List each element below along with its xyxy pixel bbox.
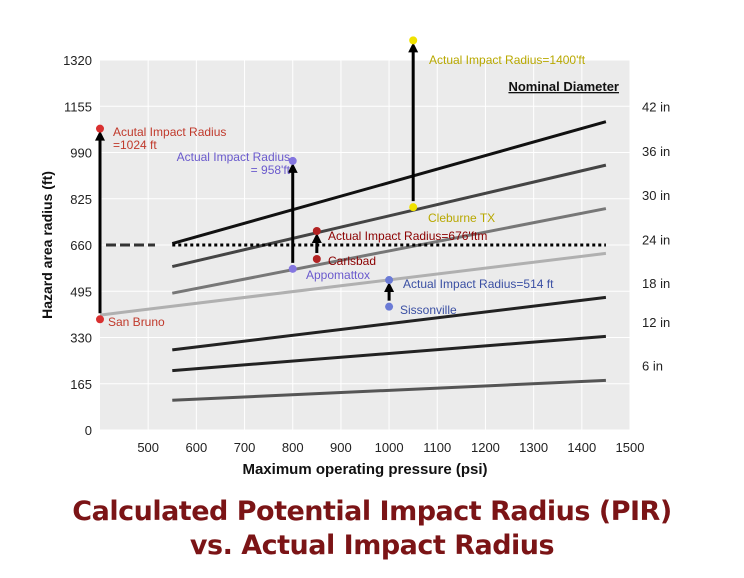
actual-point bbox=[312, 226, 321, 235]
annotation-labels: Acutal Impact Radius =1024 ft San Bruno Act… bbox=[108, 53, 586, 329]
caption-line-1: Calculated Potential Impact Radius (PIR) bbox=[72, 496, 672, 527]
series-line-6-in bbox=[172, 378, 606, 402]
series-line-18-in bbox=[172, 295, 607, 352]
pir-point bbox=[312, 255, 321, 264]
x-tick-label: 1500 bbox=[616, 440, 645, 455]
series-line-30-in bbox=[171, 207, 607, 295]
x-tick-label: 1000 bbox=[375, 440, 404, 455]
series-line-36-in bbox=[171, 163, 607, 269]
y-axis-label: Hazard area radius (ft) bbox=[39, 171, 55, 319]
annotation-actual-sissonville: Actual Impact Radius=514 ft bbox=[403, 277, 554, 291]
annotation-site-cleburne-line: Cleburne TX bbox=[428, 211, 495, 225]
annotation-site-sissonville: Sissonville bbox=[400, 303, 457, 317]
x-tick-label: 800 bbox=[282, 440, 304, 455]
actual-point bbox=[409, 36, 418, 45]
right-axis-title: Nominal Diameter bbox=[508, 79, 619, 94]
diameter-label: 18 in bbox=[642, 276, 670, 291]
y-tick-label: 495 bbox=[70, 284, 92, 299]
pir-point bbox=[385, 302, 394, 311]
y-tick-label: 1320 bbox=[63, 53, 92, 68]
impact-arrow-head bbox=[95, 130, 105, 141]
diameter-label: 12 in bbox=[642, 315, 670, 330]
impact-arrow-head bbox=[384, 282, 395, 293]
annotation-site-san-bruno: San Bruno bbox=[108, 315, 165, 329]
y-tick-label: 165 bbox=[70, 377, 92, 392]
y-tick-label: 660 bbox=[70, 238, 92, 253]
annotation-actual-cleburne: Actual Impact Radius=1400'ft bbox=[429, 53, 586, 67]
y-tick-label: 825 bbox=[70, 192, 92, 207]
annotation-site-appomattox-line: Appomattox bbox=[306, 268, 370, 282]
annotation-site-carlsbad: Carlsbad bbox=[328, 254, 376, 268]
annotation-actual-appomattox-line: Actual Impact Radius bbox=[177, 150, 290, 164]
x-tick-label: 1300 bbox=[519, 440, 548, 455]
pir-point bbox=[288, 264, 297, 273]
series-lines bbox=[99, 120, 607, 402]
annotation-actual-san-bruno: Acutal Impact Radius =1024 ft bbox=[113, 125, 226, 152]
annotation-actual-sissonville-line: Actual Impact Radius=514 ft bbox=[403, 277, 554, 291]
annotation-actual-appomattox-line: = 958'ft bbox=[251, 163, 291, 177]
series-line-42-in bbox=[171, 120, 607, 246]
annotation-site-san-bruno-line: San Bruno bbox=[108, 315, 165, 329]
x-tick-labels: 500 600 700 800 900 1000 1100 1200 1300 1400 1500 bbox=[137, 440, 644, 455]
impact-arrow-head bbox=[408, 42, 419, 53]
impact-arrow-head bbox=[311, 232, 322, 243]
x-tick-label: 1100 bbox=[423, 440, 451, 455]
annotation-actual-carlsbad: Actual Impact Radius=676'ftm bbox=[328, 229, 487, 243]
y-tick-label: 1155 bbox=[64, 99, 92, 114]
diameter-labels: 42 in 36 in 30 in 24 in 18 in 12 in 6 in bbox=[642, 99, 670, 373]
y-tick-label: 330 bbox=[70, 331, 92, 346]
annotation-site-sissonville-line: Sissonville bbox=[400, 303, 457, 317]
annotation-site-appomattox: Appomattox bbox=[306, 268, 370, 282]
hazard-radius-chart: Acutal Impact Radius =1024 ft San Bruno Act… bbox=[39, 36, 670, 478]
x-tick-label: 700 bbox=[234, 440, 256, 455]
x-tick-label: 600 bbox=[186, 440, 208, 455]
diameter-label: 30 in bbox=[642, 188, 670, 203]
x-axis-label: Maximum operating pressure (psi) bbox=[242, 461, 487, 478]
series-line-12-in bbox=[172, 334, 607, 373]
x-tick-label: 500 bbox=[137, 440, 159, 455]
diameter-label: 6 in bbox=[642, 359, 663, 374]
x-tick-label: 1400 bbox=[567, 440, 596, 455]
y-tick-label: 0 bbox=[85, 423, 92, 438]
series-line-24-in bbox=[99, 251, 607, 317]
impact-points bbox=[96, 36, 418, 324]
pir-point bbox=[409, 203, 418, 212]
diameter-label: 24 in bbox=[642, 232, 670, 247]
annotation-actual-carlsbad-line: Actual Impact Radius=676'ftm bbox=[328, 229, 487, 243]
impact-arrows bbox=[95, 42, 419, 314]
x-tick-label: 1200 bbox=[471, 440, 500, 455]
pir-point bbox=[96, 315, 104, 324]
annotation-actual-appomattox: Actual Impact Radius = 958'ft bbox=[177, 150, 291, 177]
y-tick-labels: 0 165 330 495 660 825 990 1155 1320 bbox=[63, 53, 92, 438]
actual-point bbox=[96, 124, 104, 133]
actual-point bbox=[288, 156, 297, 165]
diameter-label: 36 in bbox=[642, 144, 670, 159]
caption-line-2: vs. Actual Impact Radius bbox=[189, 530, 555, 561]
impact-arrow-head bbox=[287, 162, 298, 173]
annotation-actual-san-bruno-line: =1024 ft bbox=[113, 138, 157, 152]
annotation-actual-san-bruno-line: Acutal Impact Radius bbox=[113, 125, 226, 139]
annotation-site-carlsbad-line: Carlsbad bbox=[328, 254, 376, 268]
y-tick-label: 990 bbox=[70, 146, 92, 161]
actual-point bbox=[385, 276, 394, 285]
annotation-site-cleburne: Cleburne TX bbox=[428, 211, 495, 225]
x-tick-label: 900 bbox=[330, 440, 352, 455]
diameter-label: 42 in bbox=[642, 99, 670, 114]
annotation-actual-cleburne-line: Actual Impact Radius=1400'ft bbox=[429, 53, 586, 67]
